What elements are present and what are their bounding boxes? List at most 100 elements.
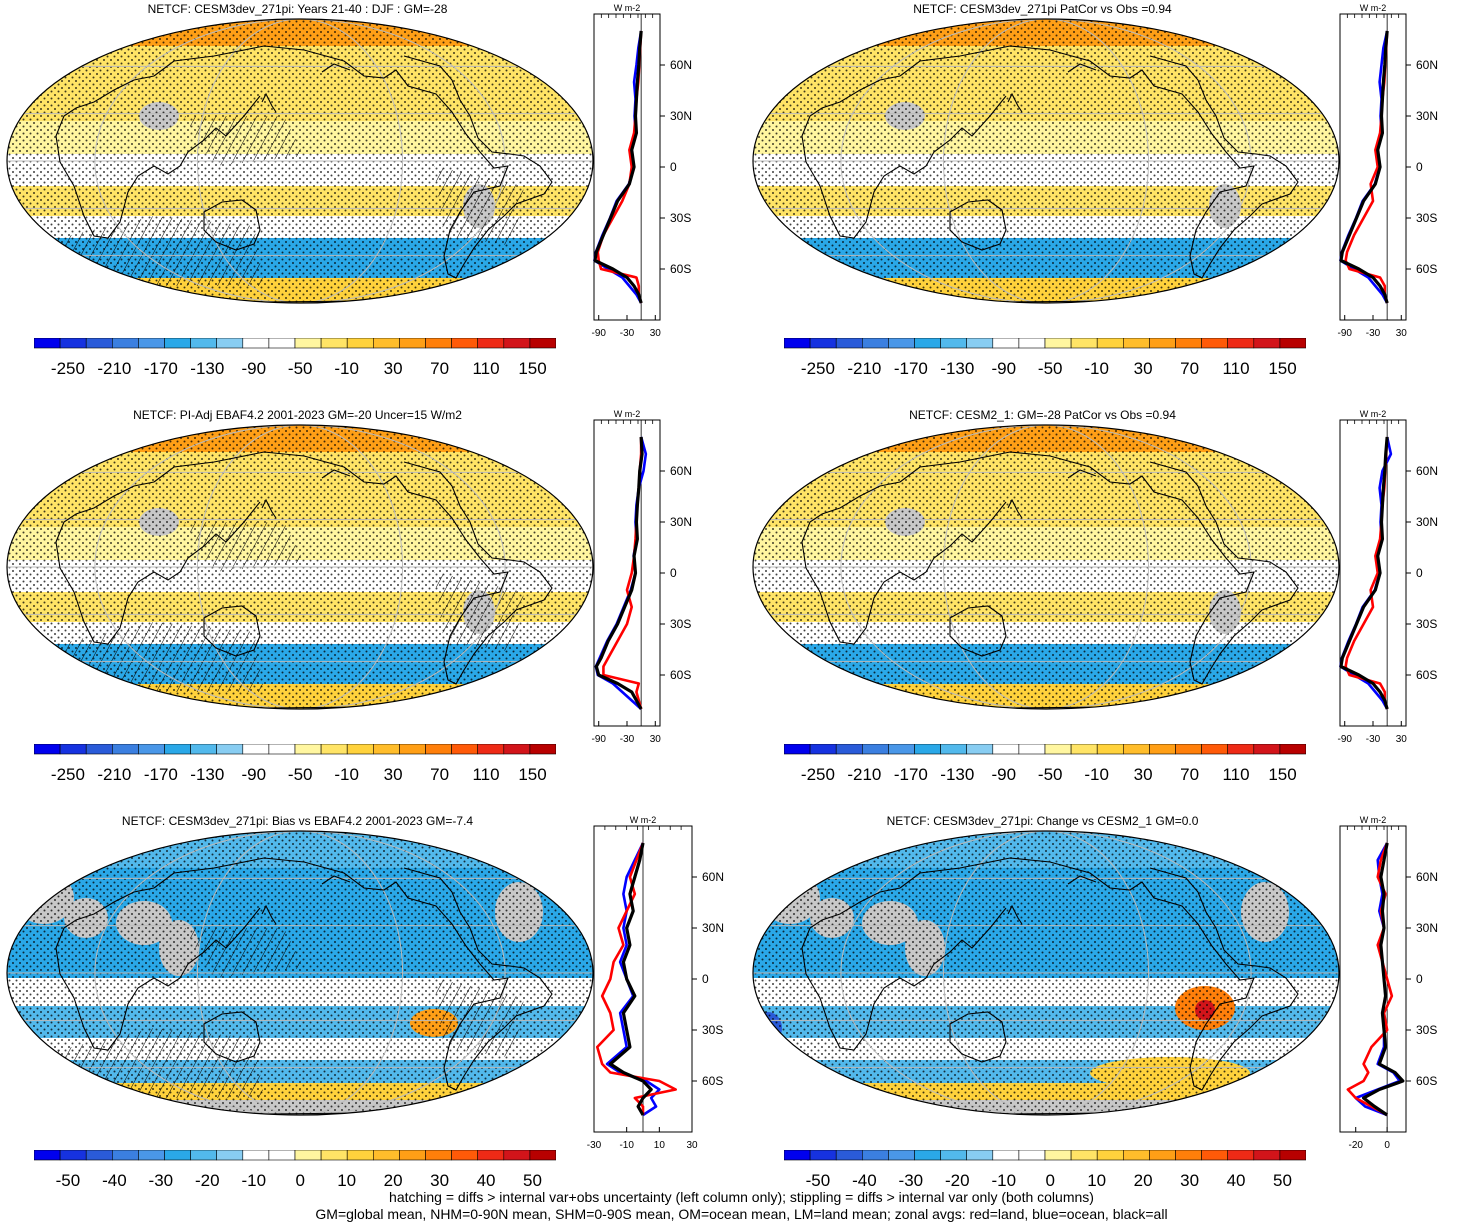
graticule-meridian <box>94 831 506 1115</box>
x-tick-label: 30 <box>686 1140 698 1151</box>
coastline <box>153 45 553 279</box>
colorbar-tick-label: 50 <box>1273 1171 1292 1190</box>
colorbar-cell <box>399 744 426 755</box>
colorbar-cell <box>503 744 531 755</box>
y-tick-label: 30S <box>1416 211 1437 225</box>
panel-title: NETCF: PI-Adj EBAF4.2 2001-2023 GM=-20 U… <box>133 408 462 422</box>
colorbar-tick-label: -40 <box>102 1171 127 1190</box>
colorbar-cell <box>1149 338 1176 349</box>
colorbar-cell <box>294 338 322 349</box>
colorbar-cell <box>346 338 374 349</box>
colorbar-tick-label: -210 <box>847 359 881 378</box>
unit-label: W m-2 <box>614 409 641 419</box>
colorbar-cell <box>268 1150 296 1161</box>
hatching <box>184 928 304 978</box>
y-tick-label: 30N <box>1416 109 1438 123</box>
series-line-all <box>1339 30 1389 304</box>
footnote-line-1: hatching = diffs > internal var+obs unce… <box>389 1189 1094 1205</box>
x-tick-label: 30 <box>650 328 662 339</box>
y-tick-label: 60S <box>1416 1074 1437 1088</box>
zonal-frame <box>1339 13 1407 321</box>
coastline <box>203 1011 261 1063</box>
colorbar-cell <box>1175 338 1202 349</box>
panel-title: NETCF: CESM3dev_271pi PatCor vs Obs =0.9… <box>913 2 1172 16</box>
coastline <box>321 469 351 479</box>
colorbar-tick-label: -90 <box>241 765 266 784</box>
map-border <box>6 424 594 710</box>
colorbar-cell <box>888 338 915 349</box>
colorbar-tick-label: -90 <box>991 359 1016 378</box>
colorbar-cell <box>294 744 322 755</box>
colorbar-cell <box>835 1150 863 1161</box>
colorbar-cell <box>888 744 915 755</box>
colorbar-tick-label: -130 <box>190 359 224 378</box>
colorbar-cell <box>425 744 452 755</box>
colorbar-cell <box>888 1150 915 1161</box>
colorbar-tick-label: -130 <box>190 765 224 784</box>
robinson-map <box>752 830 1340 1116</box>
unit-label: W m-2 <box>630 815 657 825</box>
y-tick-label: 30S <box>702 1023 723 1037</box>
colorbar-cell <box>112 1150 139 1161</box>
graticule <box>753 19 1339 303</box>
coastline <box>949 605 1007 657</box>
colorbar-cell <box>85 744 113 755</box>
colorbar-tick-label: -10 <box>1084 765 1109 784</box>
colorbar-tick-label: -90 <box>241 359 266 378</box>
coastline <box>899 451 1299 685</box>
colorbar-tick-label: 70 <box>1180 765 1199 784</box>
colorbar-cell <box>1044 338 1072 349</box>
colorbar: -250 -210 -170 -130 -90 -50 -10 30 70 110 150 <box>784 744 1306 784</box>
robinson-map <box>6 830 594 1116</box>
colorbar-cell <box>992 744 1020 755</box>
colorbar-tick-label: -50 <box>1038 765 1063 784</box>
map-field <box>7 19 593 303</box>
colorbar-tick-label: -10 <box>334 359 359 378</box>
colorbar-tick-label: -20 <box>945 1171 970 1190</box>
series-line-ocean <box>1354 842 1402 1117</box>
coastline <box>261 498 277 519</box>
colorbar-cell <box>1201 338 1229 349</box>
colorbar-cell <box>190 1150 218 1161</box>
colorbar-tick-label: -250 <box>801 765 835 784</box>
y-tick-label: 30S <box>670 211 691 225</box>
robinson-map <box>752 424 1340 710</box>
colorbar-tick-label: 150 <box>518 359 546 378</box>
colorbar-tick-label: 110 <box>472 765 499 784</box>
coastline <box>899 857 1299 1091</box>
colorbar-cell <box>1253 338 1281 349</box>
colorbar-tick-label: -210 <box>97 359 131 378</box>
y-tick-label: 0 <box>670 160 677 174</box>
x-tick-label: -30 <box>620 734 635 745</box>
coastline <box>1067 63 1097 73</box>
panel-title: NETCF: CESM2_1: GM=-28 PatCor vs Obs =0.… <box>909 408 1176 422</box>
graticule <box>7 425 593 709</box>
colorbar-cell <box>34 744 61 755</box>
colorbar-cell <box>862 338 889 349</box>
coastline <box>801 75 1007 239</box>
y-tick-label: 60S <box>670 262 691 276</box>
colorbar-cell <box>1201 1150 1229 1161</box>
colorbar-cell <box>529 1150 556 1161</box>
colorbar-tick-label: -250 <box>51 765 85 784</box>
coastline <box>203 605 261 657</box>
colorbar-cell <box>451 1150 479 1161</box>
coastline <box>55 887 261 1051</box>
colorbar-cell <box>346 1150 374 1161</box>
y-tick-label: 60N <box>670 464 692 478</box>
graticule <box>753 831 1339 1115</box>
colorbar-cell <box>1201 744 1229 755</box>
colorbar-tick-label: 20 <box>1134 1171 1153 1190</box>
y-tick-label: 0 <box>1416 566 1423 580</box>
series-line-all <box>608 842 653 1116</box>
y-tick-label: 60N <box>1416 58 1438 72</box>
colorbar-tick-label: -170 <box>894 765 928 784</box>
colorbar-cell <box>164 744 191 755</box>
colorbar-cell <box>940 338 968 349</box>
y-tick-label: 30N <box>1416 515 1438 529</box>
colorbar-tick-label: 0 <box>1045 1171 1054 1190</box>
colorbar-tick-label: 50 <box>523 1171 542 1190</box>
colorbar-cell <box>1175 744 1202 755</box>
graticule-meridian <box>196 19 404 303</box>
colorbar-cell <box>1018 744 1046 755</box>
